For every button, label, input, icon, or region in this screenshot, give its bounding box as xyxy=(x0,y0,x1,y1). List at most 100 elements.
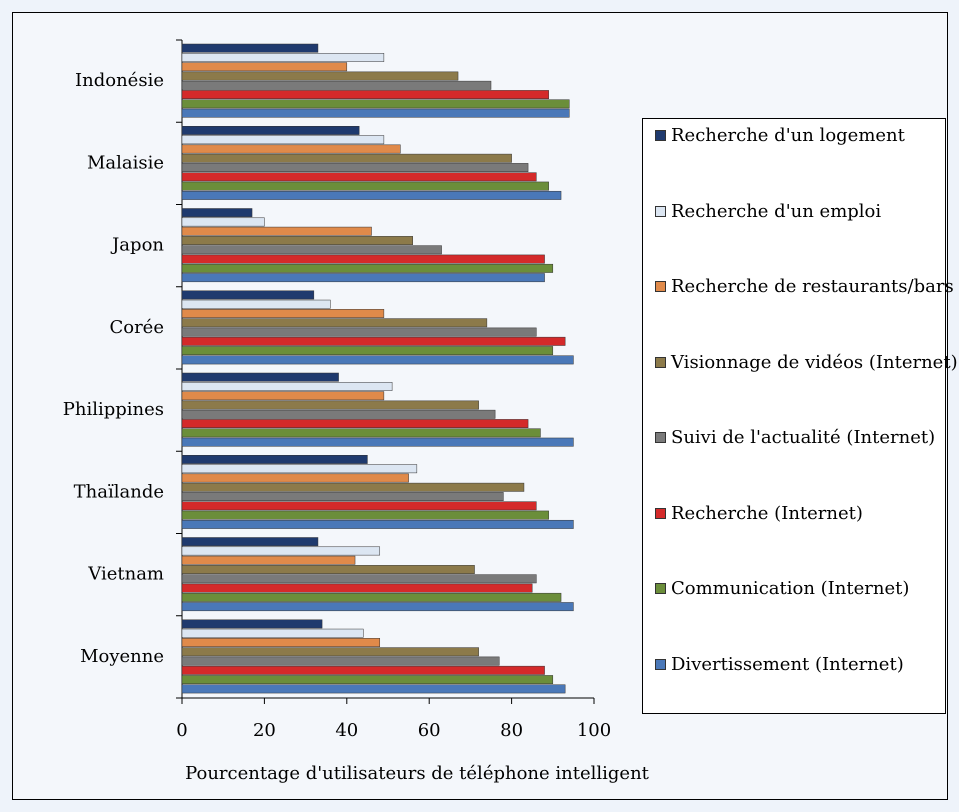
legend-item: Communication (Internet) xyxy=(649,576,959,602)
legend-item: Recherche d'un logement xyxy=(649,123,959,149)
bar xyxy=(181,217,265,227)
bar xyxy=(181,53,385,62)
bar xyxy=(181,144,401,154)
bar xyxy=(181,492,504,501)
bar xyxy=(181,665,545,675)
bar xyxy=(181,656,500,666)
bar xyxy=(181,510,549,520)
legend-label: Recherche (Internet) xyxy=(671,502,863,524)
bar xyxy=(181,190,562,200)
bar xyxy=(181,99,570,109)
bar xyxy=(181,437,574,447)
bar xyxy=(181,290,315,300)
bar xyxy=(181,409,496,419)
legend-swatch xyxy=(655,356,666,368)
bar xyxy=(181,163,529,172)
bar xyxy=(181,647,479,657)
bar xyxy=(181,245,442,255)
legend-swatch xyxy=(655,281,666,292)
bar xyxy=(181,318,488,328)
bar xyxy=(181,574,537,584)
x-tick-label: 60 xyxy=(418,720,441,741)
y-tick-label: Philippines xyxy=(63,399,164,420)
bar xyxy=(181,675,554,685)
bar xyxy=(181,565,475,574)
bar xyxy=(181,501,537,511)
bar xyxy=(181,236,413,245)
legend-label: Visionnage de vidéos (Internet) xyxy=(671,351,958,373)
bar xyxy=(181,355,574,365)
legend-label: Divertissement (Internet) xyxy=(671,653,904,675)
legend-label: Suivi de l'actualité (Internet) xyxy=(671,427,936,448)
bar xyxy=(181,309,385,318)
bar xyxy=(181,62,348,72)
bar xyxy=(181,592,562,602)
bar xyxy=(181,108,570,118)
y-tick-label: Moyenne xyxy=(80,646,164,667)
legend-swatch xyxy=(655,658,666,670)
legend-item: Suivi de l'actualité (Internet) xyxy=(649,425,959,451)
x-tick-label: 80 xyxy=(500,720,523,741)
y-tick-label: Vietnam xyxy=(87,564,164,585)
legend-swatch xyxy=(655,432,666,443)
bar xyxy=(181,172,537,182)
legend-label: Communication (Internet) xyxy=(671,578,910,599)
x-axis-label: Pourcentage d'utilisateurs de téléphone … xyxy=(185,763,650,784)
y-tick-label: Japon xyxy=(110,235,164,256)
bar xyxy=(181,555,356,565)
bar xyxy=(181,519,574,529)
legend-label: Recherche d'un logement xyxy=(671,125,905,146)
bar xyxy=(181,273,545,283)
bar xyxy=(181,372,339,382)
x-tick-label: 0 xyxy=(176,720,187,741)
bar xyxy=(181,638,381,647)
bar xyxy=(181,336,566,346)
bar xyxy=(181,537,319,547)
legend-swatch xyxy=(655,130,666,141)
bar xyxy=(181,546,381,556)
legend-swatch xyxy=(655,583,666,594)
bar xyxy=(181,226,372,236)
bar xyxy=(181,299,331,309)
bar xyxy=(181,619,323,629)
bar xyxy=(181,391,385,401)
bar xyxy=(181,382,393,391)
bar xyxy=(181,346,554,356)
bar xyxy=(181,419,529,429)
bar xyxy=(181,583,533,593)
bar xyxy=(181,208,253,218)
y-tick-label: Indonésie xyxy=(75,70,164,91)
x-tick-label: 40 xyxy=(335,720,358,741)
bar xyxy=(181,254,545,264)
bar xyxy=(181,90,549,100)
bar xyxy=(181,473,409,483)
legend-label: Recherche de restaurants/bars xyxy=(671,276,954,297)
legend-item: Divertissement (Internet) xyxy=(649,652,959,678)
bar xyxy=(181,71,459,81)
legend-swatch xyxy=(655,205,666,217)
bar xyxy=(181,153,512,163)
y-tick-label: Thaïlande xyxy=(74,481,164,502)
bar xyxy=(181,464,418,474)
x-tick-label: 100 xyxy=(577,720,611,741)
legend-item: Recherche (Internet) xyxy=(649,501,959,527)
x-tick-label: 20 xyxy=(253,720,276,741)
bar xyxy=(181,181,549,191)
bar xyxy=(181,327,537,337)
y-tick-label: Malaisie xyxy=(87,152,164,173)
legend-item: Visionnage de vidéos (Internet) xyxy=(649,350,959,376)
bar xyxy=(181,602,574,612)
bar xyxy=(181,400,479,410)
legend-label: Recherche d'un emploi xyxy=(671,200,882,222)
legend: Recherche d'un logement Recherche d'un em… xyxy=(642,118,958,714)
bar xyxy=(181,263,554,273)
bar xyxy=(181,628,364,638)
bar xyxy=(181,684,566,694)
bar xyxy=(181,126,360,135)
bar xyxy=(181,80,492,90)
bar xyxy=(181,135,385,145)
bar xyxy=(181,428,541,438)
legend-item: Recherche de restaurants/bars xyxy=(649,274,959,300)
